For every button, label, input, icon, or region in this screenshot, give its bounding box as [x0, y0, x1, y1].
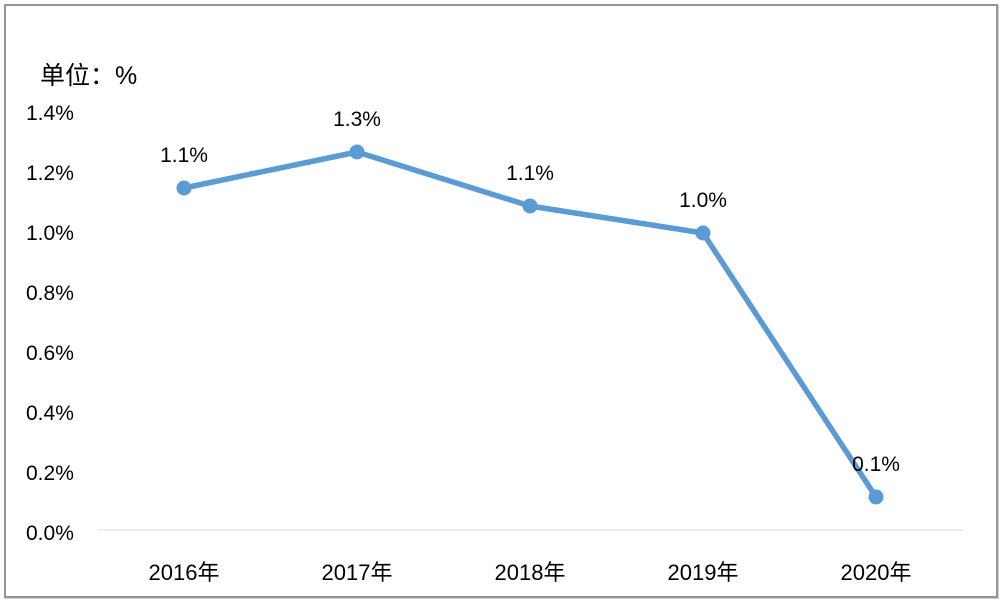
x-axis-tick-label: 2019年 [668, 560, 739, 585]
y-axis-tick-label: 0.8% [26, 282, 74, 305]
y-axis-tick-label: 0.2% [26, 462, 74, 485]
unit-label: 单位：% [40, 62, 137, 90]
x-axis-tick-label: 2017年 [322, 560, 393, 585]
data-series-group [176, 144, 884, 505]
data-labels-group: 1.1% 1.3% 1.1% 1.0% 0.1% [160, 108, 900, 476]
x-axis-tick-label: 2020年 [841, 560, 912, 585]
x-axis-tick-label: 2018年 [495, 560, 566, 585]
data-point-label: 0.1% [852, 453, 900, 476]
x-axis-tick-label: 2016年 [149, 560, 220, 585]
data-point-label: 1.3% [333, 108, 381, 131]
chart-frame [4, 4, 998, 598]
y-axis-tick-label: 1.0% [26, 222, 74, 245]
data-point-marker [522, 198, 538, 214]
y-axis-ticks-group: 1.4% 1.2% 1.0% 0.8% 0.6% 0.4% 0.2% 0.0% [26, 102, 74, 545]
data-point-marker [349, 144, 365, 160]
data-point-label: 1.1% [160, 144, 208, 167]
data-point-marker [695, 225, 711, 241]
y-axis-tick-label: 0.4% [26, 402, 74, 425]
y-axis-tick-label: 1.4% [26, 102, 74, 125]
data-point-marker [868, 489, 884, 505]
y-axis-tick-label: 1.2% [26, 162, 74, 185]
data-point-marker [176, 180, 192, 196]
y-axis-tick-label: 0.6% [26, 342, 74, 365]
x-axis-ticks-group: 2016年 2017年 2018年 2019年 2020年 [149, 560, 912, 585]
data-point-label: 1.1% [506, 162, 554, 185]
data-point-label: 1.0% [679, 189, 727, 212]
y-axis-tick-label: 0.0% [26, 522, 74, 545]
